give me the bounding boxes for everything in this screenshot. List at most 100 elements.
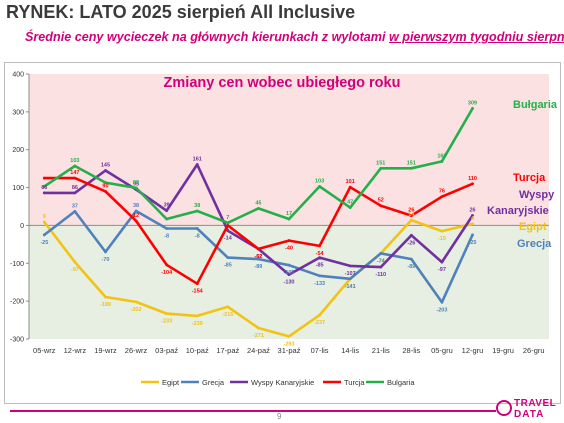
- data-label: -293: [283, 341, 294, 347]
- data-label: -85: [224, 263, 232, 269]
- data-label: -202: [131, 307, 142, 313]
- data-point: [257, 206, 260, 210]
- data-label: 12: [133, 213, 139, 219]
- data-label: 151: [376, 160, 385, 166]
- data-label: 95: [133, 181, 139, 187]
- data-label: 4: [471, 216, 475, 222]
- logo-line-2: DATA: [514, 409, 545, 420]
- data-label: -105: [283, 270, 294, 276]
- data-point: [226, 256, 230, 260]
- data-label: -104: [161, 270, 173, 276]
- data-label: -62: [254, 254, 262, 260]
- data-label: -25: [469, 240, 477, 246]
- data-label: -130: [283, 280, 294, 286]
- data-label: 7: [226, 215, 229, 221]
- data-point: [226, 305, 230, 309]
- legend-label: Bulgaria: [387, 378, 415, 387]
- legend-label: Grecja: [202, 378, 225, 387]
- data-label: -203: [436, 307, 447, 313]
- data-label: 52: [378, 198, 384, 204]
- y-tick-label: -100: [10, 261, 24, 268]
- data-label: -26: [407, 240, 415, 246]
- data-label: 39: [164, 203, 170, 209]
- data-label: 103: [70, 158, 79, 164]
- data-label: -14: [224, 236, 233, 242]
- x-tick-label: 24-paź: [247, 346, 270, 355]
- y-tick-label: -300: [10, 337, 24, 344]
- data-label: -141: [345, 284, 356, 290]
- travel-data-logo: TRAVEL DATA: [494, 398, 560, 422]
- data-point: [42, 191, 46, 195]
- data-label: -54: [316, 251, 325, 257]
- data-point: [471, 233, 474, 237]
- footer-divider: [10, 410, 496, 412]
- data-label: -40: [285, 246, 293, 252]
- data-point: [134, 186, 138, 190]
- data-label: -25: [40, 240, 48, 246]
- data-point: [471, 214, 474, 217]
- data-label: -85: [316, 263, 324, 269]
- data-point: [195, 209, 199, 213]
- page-subtitle: Średnie ceny wycieczek na głównych kieru…: [25, 30, 564, 44]
- x-tick-label: 17-paź: [216, 346, 239, 355]
- data-label: -110: [375, 272, 386, 278]
- data-label: 45: [255, 200, 261, 206]
- data-point: [42, 176, 46, 180]
- data-label: 38: [133, 203, 139, 209]
- x-tick-label: 28-lis: [402, 346, 420, 355]
- page-number: 9: [277, 412, 282, 421]
- data-label: -141: [345, 284, 356, 290]
- series-end-label: Wyspy: [519, 189, 555, 201]
- subtitle-underlined-text: w pierwszym tygodniu sierpnia: [388, 30, 564, 44]
- data-point: [42, 233, 46, 237]
- data-point: [409, 166, 413, 170]
- data-point: [73, 191, 77, 195]
- x-tick-label: 19-wrz: [94, 346, 117, 355]
- data-point: [409, 233, 413, 237]
- data-point: [318, 274, 321, 278]
- x-tick-label: 05-wrz: [33, 346, 56, 355]
- data-label: -237: [314, 320, 325, 326]
- data-point: [73, 210, 77, 213]
- data-point: [73, 176, 77, 180]
- data-point: [226, 224, 230, 227]
- data-label: -74: [377, 258, 386, 264]
- data-label: 14: [408, 212, 415, 218]
- data-label: 26: [469, 208, 475, 214]
- background-band-0: [29, 74, 549, 226]
- data-label: -97: [71, 267, 79, 273]
- data-point: [471, 182, 474, 186]
- x-tick-label: 26-wrz: [125, 346, 148, 355]
- data-point: [257, 247, 260, 251]
- data-point: [318, 313, 321, 317]
- data-label: 76: [439, 189, 445, 195]
- data-label: 38: [194, 203, 200, 209]
- x-tick-label: 05-gru: [431, 346, 453, 355]
- data-point: [318, 256, 321, 260]
- data-point: [409, 214, 413, 217]
- data-label: 26: [408, 208, 414, 214]
- data-point: [195, 227, 199, 230]
- legend-label: Turcja: [344, 378, 365, 387]
- background-band-1: [29, 225, 549, 339]
- y-tick-label: 100: [12, 185, 24, 192]
- data-point: [165, 227, 169, 230]
- data-label: 151: [407, 160, 416, 166]
- data-point: [287, 263, 291, 267]
- data-point: [195, 282, 199, 286]
- data-label: 86: [72, 185, 78, 191]
- data-point: [165, 312, 169, 316]
- data-label: 145: [101, 163, 110, 169]
- data-point: [134, 209, 138, 213]
- data-point: [318, 244, 321, 248]
- x-tick-label: 12-wrz: [64, 346, 87, 355]
- data-label: 103: [315, 178, 324, 184]
- data-point: [409, 218, 413, 222]
- data-label: -107: [345, 271, 356, 277]
- data-point: [73, 164, 77, 168]
- x-tick-label: 07-lis: [311, 346, 329, 355]
- series-end-label: Egipt: [519, 221, 547, 233]
- logo-line-1: TRAVEL: [514, 398, 557, 409]
- series-end-label: Grecja: [517, 238, 552, 250]
- data-label: 110: [468, 176, 477, 182]
